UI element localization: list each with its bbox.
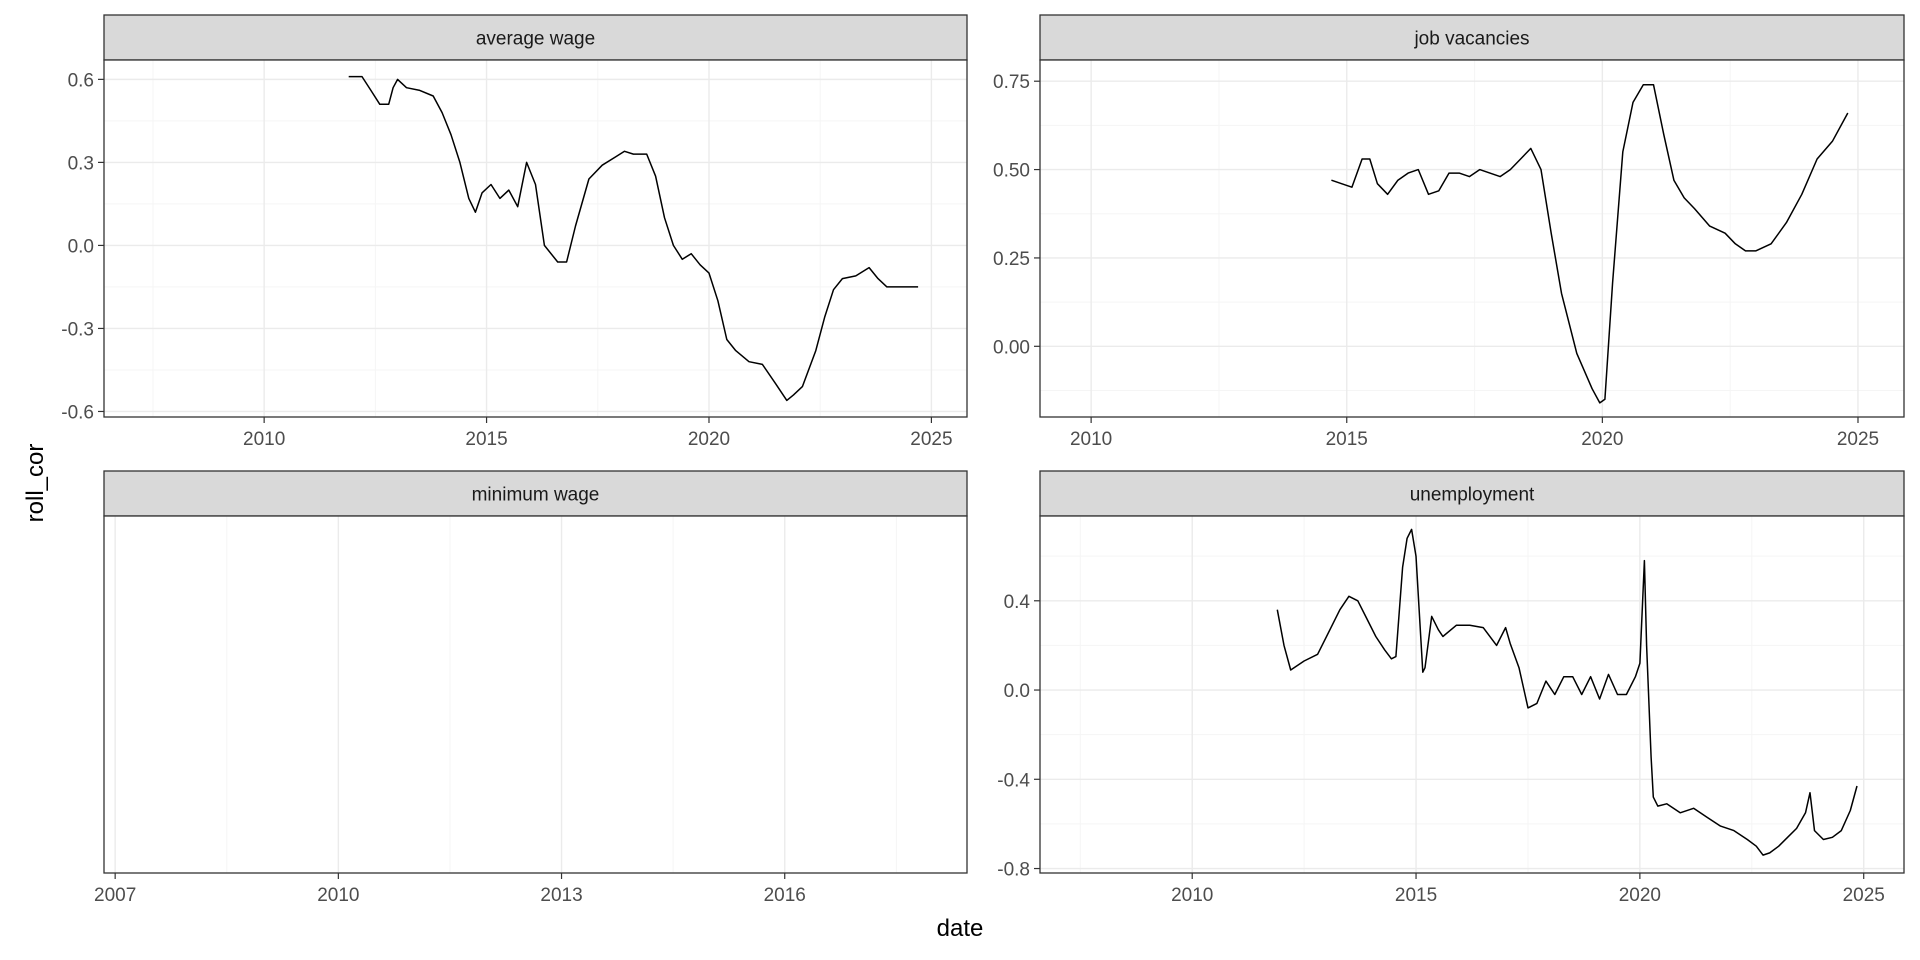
y-tick-label: -0.6	[61, 402, 94, 423]
x-tick-label: 2016	[764, 885, 806, 906]
facet-strip	[1039, 14, 1905, 61]
y-tick-label: -0.3	[61, 319, 94, 340]
y-tick-label: -0.8	[997, 860, 1030, 881]
x-tick-label: 2025	[1843, 885, 1885, 906]
x-tick-label: 2025	[1837, 429, 1879, 450]
facet-strip-label: unemployment	[1410, 485, 1535, 506]
facet-strip	[1039, 470, 1905, 517]
y-tick-label: -0.4	[997, 770, 1030, 791]
x-tick-label: 2015	[1395, 885, 1437, 906]
x-tick-label: 2010	[317, 885, 359, 906]
panel-average-wage: average wage 2010 2015 2020 2025 -0.6 -0.3 0.0 0…	[61, 14, 968, 450]
panel-background	[104, 516, 967, 873]
panel-background	[104, 60, 967, 417]
panel-border	[103, 59, 968, 418]
x-tick-label: 2015	[1326, 429, 1368, 450]
panel-background	[1040, 516, 1904, 873]
y-axis-title: roll_cor	[22, 443, 49, 523]
panel-background	[1040, 60, 1904, 417]
panel-border	[1039, 59, 1905, 418]
facet-strip-label: minimum wage	[472, 485, 600, 506]
x-tick-label: 2020	[1619, 885, 1661, 906]
y-tick-label: 0.50	[993, 161, 1030, 182]
y-tick-label: 0.4	[1004, 592, 1031, 613]
panel-border	[1039, 515, 1905, 874]
x-tick-label: 2007	[94, 885, 136, 906]
series-line	[1331, 83, 1849, 404]
y-tick-label: 0.0	[1004, 681, 1030, 702]
x-tick-label: 2010	[243, 429, 285, 450]
panel-job-vacancies: job vacancies 2010 2015 2020 2025 0.00 0.25 0.5…	[993, 14, 1905, 450]
facet-strip	[103, 14, 968, 61]
facet-strip	[103, 470, 968, 517]
x-tick-label: 2025	[910, 429, 952, 450]
series-line	[1276, 528, 1858, 856]
panel-minimum-wage: minimum wage 2007 2010 2013 2016	[94, 470, 968, 906]
y-tick-label: 0.0	[68, 236, 94, 257]
y-tick-label: 0.25	[993, 249, 1030, 270]
x-tick-label: 2015	[465, 429, 507, 450]
facet-strip-label: job vacancies	[1413, 29, 1529, 50]
x-axis-title: date	[936, 915, 984, 942]
series-line	[348, 75, 919, 402]
facet-strip-label: average wage	[476, 29, 595, 50]
x-tick-label: 2010	[1171, 885, 1213, 906]
x-tick-label: 2020	[1581, 429, 1623, 450]
panel-unemployment: unemployment 2010 2015 2020 2025 -0.8 -0.4 0.0 0…	[997, 470, 1905, 906]
y-tick-label: 0.3	[68, 153, 94, 174]
y-tick-label: 0.6	[68, 70, 94, 91]
x-tick-label: 2013	[540, 885, 582, 906]
panel-border	[103, 515, 968, 874]
x-tick-label: 2020	[688, 429, 730, 450]
y-tick-label: 0.75	[993, 72, 1030, 93]
y-tick-label: 0.00	[993, 337, 1030, 358]
x-tick-label: 2010	[1070, 429, 1112, 450]
